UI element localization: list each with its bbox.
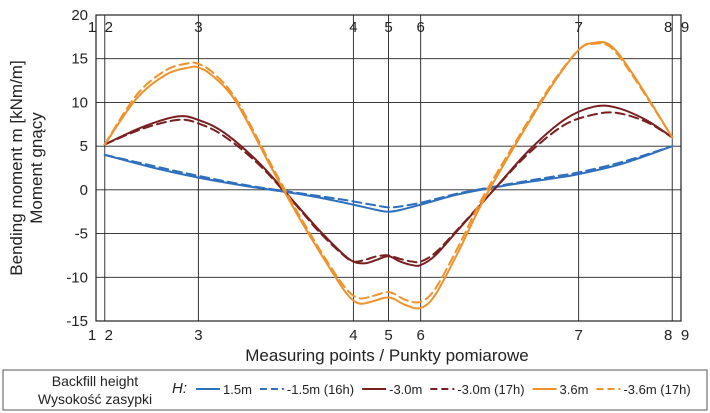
x-tick-label-top-9: 9	[681, 19, 689, 36]
legend-items: 1.5m -1.5m (16h) -3.0m -3.0m (17h) 3.6m -3.6m…	[196, 382, 691, 397]
series-layer	[103, 40, 674, 310]
legend-label-2: -3.0m	[389, 382, 422, 397]
x-tick-label-top-5: 5	[384, 19, 392, 36]
y-axis-title-line2: Moment gnący	[27, 112, 46, 224]
series-line-4	[103, 40, 674, 310]
x-tick-label-top-4: 4	[349, 19, 357, 36]
y-tick-label: 5	[80, 138, 88, 155]
series-line-1	[103, 145, 674, 209]
legend: Backfill height Wysokość zasypki H: 1.5m…	[2, 369, 708, 411]
x-tick-label-top-2: 2	[105, 19, 113, 36]
series-line-0	[103, 145, 674, 213]
x-tick-label-bottom-2: 2	[105, 327, 113, 344]
x-tick-label-bottom-5: 5	[384, 327, 392, 344]
legend-label-5: -3.6m (17h)	[623, 382, 690, 397]
legend-label-3: -3.0m (17h)	[457, 382, 524, 397]
x-axis-title: Measuring points / Punkty pomiarowe	[245, 346, 528, 365]
y-tick-label: 20	[71, 7, 88, 24]
x-tick-label-bottom-8: 8	[664, 327, 672, 344]
y-tick-label: -15	[66, 313, 88, 330]
series-line-5	[103, 42, 674, 304]
y-tick-label: -5	[75, 226, 88, 243]
y-axis-title-line1: Bending moment m [kNm/m]	[7, 60, 26, 275]
legend-title-line1: Backfill height	[52, 373, 138, 389]
legend-title-line2: Wysokość zasypki	[38, 391, 152, 407]
legend-symbol: H:	[172, 380, 187, 397]
x-tick-label-top-1: 1	[88, 19, 96, 36]
y-tick-label: 0	[80, 182, 88, 199]
x-tick-label-top-8: 8	[664, 19, 672, 36]
x-tick-label-top-6: 6	[417, 19, 425, 36]
y-tick-label: -10	[66, 269, 88, 286]
y-tick-label: 15	[71, 51, 88, 68]
x-tick-label-bottom-4: 4	[349, 327, 357, 344]
x-tick-label-bottom-1: 1	[88, 327, 96, 344]
legend-label-0: 1.5m	[223, 382, 252, 397]
legend-label-4: 3.6m	[560, 382, 589, 397]
x-tick-label-bottom-7: 7	[574, 327, 582, 344]
x-tick-label-top-3: 3	[194, 19, 202, 36]
legend-box	[2, 369, 708, 411]
y-tick-labels: -15 -10 -5 0 5 10 15 20	[66, 7, 88, 330]
x-tick-label-bottom-3: 3	[194, 327, 202, 344]
x-tick-label-bottom-9: 9	[681, 327, 689, 344]
x-tick-label-bottom-6: 6	[417, 327, 425, 344]
plot-frame	[95, 14, 682, 322]
series-line-3	[103, 111, 674, 264]
legend-label-1: -1.5m (16h)	[287, 382, 354, 397]
x-tick-label-top-7: 7	[574, 19, 582, 36]
y-tick-label: 10	[71, 94, 88, 111]
